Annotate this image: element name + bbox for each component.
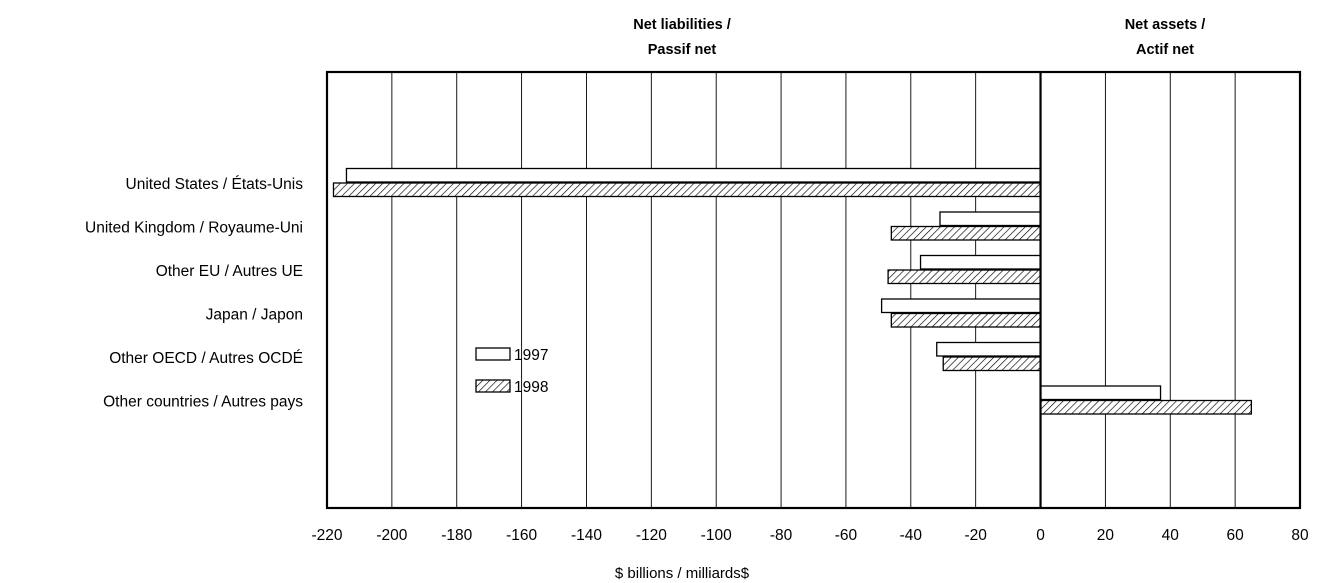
bar-1997: [939, 211, 1042, 227]
legend: 1997 1998: [475, 347, 548, 396]
x-tick-label: -160: [506, 527, 537, 544]
header-right-line-1: Net assets /: [1125, 17, 1206, 33]
x-tick-label: 80: [1291, 527, 1309, 544]
category-label: Other EU / Autres UE: [156, 263, 303, 280]
x-axis-tick-labels: -220 -200 -180 -160 -140 -120 -100 -80 -60 -40 -20…: [311, 527, 1309, 544]
x-tick-label: -220: [311, 527, 342, 544]
x-tick-label: -120: [636, 527, 667, 544]
x-tick-label: -20: [964, 527, 987, 544]
category-labels: United States / États-Unis United Kingdom…: [85, 176, 303, 411]
header-left-line-2: Passif net: [648, 42, 717, 58]
legend-swatch-1997: [475, 347, 511, 361]
bar-1998: [1039, 399, 1252, 415]
category-label: United Kingdom / Royaume-Uni: [85, 220, 303, 237]
bar-1998: [890, 225, 1042, 241]
x-tick-label: -200: [376, 527, 407, 544]
x-tick-label: -80: [770, 527, 793, 544]
x-tick-label: 40: [1162, 527, 1180, 544]
category-label: Other countries / Autres pays: [103, 394, 303, 411]
bar-1997: [1039, 385, 1162, 401]
x-tick-label: -40: [900, 527, 923, 544]
vertical-gridlines: [391, 72, 1236, 508]
bar-1998: [887, 269, 1042, 285]
legend-label-1998: 1998: [514, 379, 548, 396]
x-tick-label: 20: [1097, 527, 1115, 544]
x-axis-label: $ billions / milliards$: [615, 565, 750, 582]
category-label: United States / États-Unis: [126, 176, 304, 193]
bar-1998: [942, 356, 1042, 372]
bar-1997: [345, 167, 1042, 183]
x-tick-label: -60: [835, 527, 858, 544]
plot-frame: [325, 70, 1302, 510]
bars: [332, 167, 1252, 415]
category-label: Other OECD / Autres OCDÉ: [109, 350, 303, 367]
x-tick-label: 60: [1227, 527, 1245, 544]
bar-1998: [332, 182, 1042, 198]
header-right-line-2: Actif net: [1136, 42, 1194, 58]
x-tick-label: 0: [1036, 527, 1045, 544]
bar-1997: [936, 341, 1042, 357]
legend-label-1997: 1997: [514, 347, 548, 364]
bar-1997: [919, 254, 1042, 270]
x-tick-label: -140: [571, 527, 602, 544]
bar-1997: [880, 298, 1042, 314]
bar-1998: [890, 312, 1042, 328]
category-label: Japan / Japon: [206, 307, 303, 324]
x-tick-label: -100: [701, 527, 732, 544]
legend-swatch-1998: [475, 379, 511, 393]
plot-border: [325, 70, 1302, 510]
x-tick-label: -180: [441, 527, 472, 544]
header-left-line-1: Net liabilities /: [633, 17, 731, 33]
